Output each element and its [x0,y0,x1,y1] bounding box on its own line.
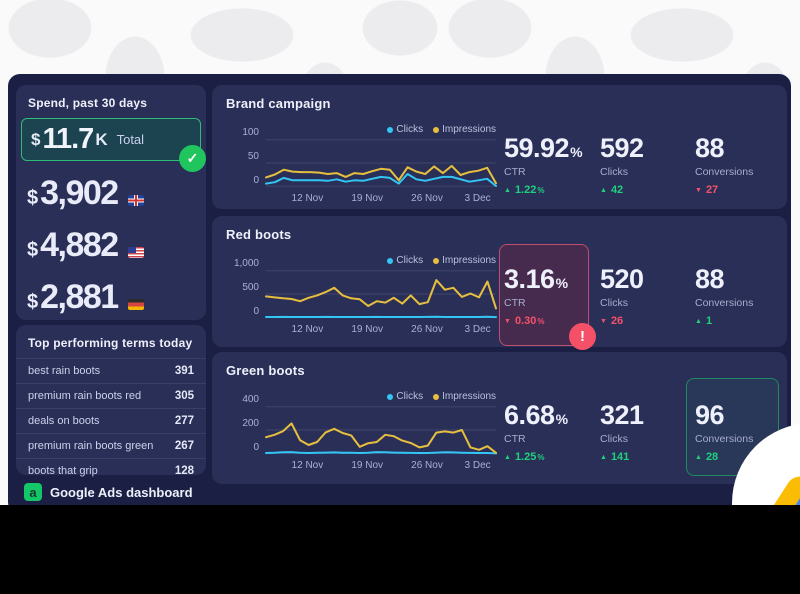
clicks-delta: 26 [600,315,644,327]
clicks-stat: 592 Clicks 42 [600,135,644,197]
plot-area: Clicks Impressions 12 Nov 19 Nov 26 Nov … [264,124,498,204]
clicks-delta: 141 [600,451,644,463]
y-axis: 400 200 0 [242,394,259,453]
clicks-dot-icon [387,257,394,264]
legend-impressions: Impressions [433,255,496,266]
campaigns-column: Brand campaign 100 50 0 Clicks Impressio… [212,85,787,484]
line-chart[interactable]: 400 200 0 Clicks Impressions 12 Nov 19 N… [224,391,498,471]
spend-value-us: 4,882 [40,226,119,264]
sidebar: Spend, past 30 days $ 11.7 K Total ✓ $ 3… [16,85,206,501]
trend-arrow-icon [504,318,511,325]
spend-card: Spend, past 30 days $ 11.7 K Total ✓ $ 3… [16,85,206,320]
total-spend-box[interactable]: $ 11.7 K Total ✓ [21,118,206,172]
chart-legend: Clicks Impressions [387,391,496,402]
y-axis: 1,000 500 0 [233,258,259,317]
clicks-stat: 520 Clicks 26 [600,266,644,328]
total-spend-unit: K [95,129,108,149]
ctr-delta: 1.25% [504,451,568,463]
de-flag-icon [127,299,144,310]
plot-area: Clicks Impressions 12 Nov 19 Nov 26 Nov … [264,391,498,471]
spend-row-us: $ 4,882 [16,228,206,265]
ctr-stat: 3.16% CTR 0.30% [504,266,568,328]
conversions-delta: 1 [695,315,753,327]
alert-icon[interactable]: ! [569,323,596,350]
chart-svg [264,406,498,455]
ctr-stat: 59.92% CTR 1.22% [504,135,583,197]
list-item[interactable]: premium rain boots green 267 [16,433,206,458]
conversions-stat: 88 Conversions 27 [695,135,753,197]
spend-title: Spend, past 30 days [28,96,148,110]
line-chart[interactable]: 100 50 0 Clicks Impressions 12 Nov 19 No… [224,124,498,204]
chart-svg [264,139,498,187]
legend-impressions: Impressions [433,391,496,402]
currency-symbol: $ [27,239,39,261]
currency-symbol: $ [27,291,39,313]
campaign-card-red-boots: Red boots ! 1,000 500 0 Clicks Impressio… [212,216,787,350]
spend-value-uk: 3,902 [40,174,119,212]
conversions-delta: 28 [695,451,753,463]
campaign-card-green-boots: Green boots 400 200 0 Clicks Impressions… [212,352,787,484]
campaign-title: Brand campaign [226,96,331,111]
check-icon: ✓ [179,145,206,172]
line-chart[interactable]: 1,000 500 0 Clicks Impressions 12 Nov 19… [224,255,498,335]
conversions-delta: 27 [695,184,753,196]
y-axis: 100 50 0 [242,127,259,186]
conversions-stat: 96 Conversions 28 [695,402,753,464]
trend-arrow-icon [600,454,607,461]
campaign-card-brand: Brand campaign 100 50 0 Clicks Impressio… [212,85,787,209]
trend-arrow-icon [695,318,702,325]
clicks-dot-icon [387,126,394,133]
chart-legend: Clicks Impressions [387,124,496,135]
ctr-delta: 1.22% [504,184,582,196]
uk-flag-icon [127,195,144,206]
total-spend-label: Total [116,132,145,147]
trend-arrow-icon [504,454,511,461]
spend-value-de: 2,881 [40,278,119,316]
x-axis: 12 Nov 19 Nov 26 Nov 3 Dec [291,193,491,204]
x-axis: 12 Nov 19 Nov 26 Nov 3 Dec [291,460,491,471]
top-terms-title: Top performing terms today [28,336,193,350]
trend-arrow-icon [504,187,511,194]
chart-legend: Clicks Impressions [387,255,496,266]
trend-arrow-icon [695,454,702,461]
conversions-stat: 88 Conversions 1 [695,266,753,328]
legend-impressions: Impressions [433,124,496,135]
total-spend-value: 11.7 [42,123,94,155]
trend-arrow-icon [600,318,607,325]
legend-clicks: Clicks [387,124,423,135]
ctr-delta: 0.30% [504,315,568,327]
chart-svg [264,270,498,319]
impressions-dot-icon [433,257,440,264]
trend-arrow-icon [695,187,702,194]
clicks-stat: 321 Clicks 141 [600,402,644,464]
campaign-title: Red boots [226,227,292,242]
google-ads-dashboard-panel: Spend, past 30 days $ 11.7 K Total ✓ $ 3… [8,74,791,514]
spend-row-uk: $ 3,902 [16,176,206,213]
google-ads-dashboard-logo-icon: a [24,483,42,501]
list-item[interactable]: best rain boots 391 [16,358,206,383]
campaign-title: Green boots [226,363,305,378]
legend-clicks: Clicks [387,255,423,266]
currency-symbol: $ [31,129,41,149]
impressions-dot-icon [433,126,440,133]
list-item[interactable]: boots that grip 128 [16,458,206,483]
list-item[interactable]: premium rain boots red 305 [16,383,206,408]
us-flag-icon [127,247,144,258]
list-item[interactable]: deals on boots 277 [16,408,206,433]
app-brand: a Google Ads dashboard [16,483,206,501]
plot-area: Clicks Impressions 12 Nov 19 Nov 26 Nov … [264,255,498,335]
top-terms-card: Top performing terms today best rain boo… [16,325,206,477]
letterbox-bar [0,505,800,594]
x-axis: 12 Nov 19 Nov 26 Nov 3 Dec [291,324,491,335]
clicks-delta: 42 [600,184,644,196]
legend-clicks: Clicks [387,391,423,402]
currency-symbol: $ [27,187,39,209]
clicks-dot-icon [387,393,394,400]
ctr-stat: 6.68% CTR 1.25% [504,402,568,464]
spend-row-de: $ 2,881 [16,280,206,317]
trend-arrow-icon [600,187,607,194]
app-brand-label: Google Ads dashboard [50,484,193,500]
impressions-dot-icon [433,393,440,400]
